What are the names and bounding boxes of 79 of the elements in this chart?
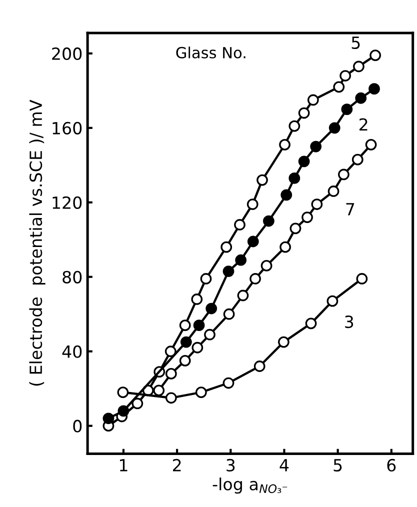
point — [193, 320, 205, 331]
point — [356, 273, 368, 284]
point — [352, 154, 364, 166]
point — [298, 107, 310, 119]
point — [165, 368, 177, 380]
point — [290, 222, 302, 234]
point — [256, 174, 268, 186]
y-tick-label: 160 — [52, 122, 82, 134]
point — [326, 295, 338, 307]
point — [305, 318, 317, 330]
point — [328, 186, 340, 197]
point — [117, 386, 129, 398]
point — [355, 92, 367, 104]
y-tick-label: 200 — [52, 47, 82, 60]
point — [310, 140, 322, 152]
y-tick-label: 40 — [62, 345, 82, 358]
point — [280, 189, 292, 201]
point — [222, 377, 234, 389]
series-label: 2 — [360, 118, 368, 131]
x-tick-label: 6 — [387, 458, 396, 472]
point — [220, 241, 232, 253]
point — [262, 215, 274, 227]
y-axis-title: ( Electrode potential vs.SCE )/ mV — [29, 100, 46, 386]
point — [200, 273, 212, 284]
point — [333, 81, 345, 93]
point — [370, 50, 382, 61]
y-tick-label: 120 — [52, 196, 82, 209]
point — [234, 219, 246, 230]
y-tick-label: 80 — [62, 270, 82, 284]
point — [180, 336, 192, 348]
point — [237, 290, 249, 302]
x-axis-title: -log a$_{NO₃⁻}$ — [212, 478, 288, 494]
point — [222, 266, 234, 277]
point — [179, 354, 191, 366]
point — [165, 392, 177, 404]
point — [307, 94, 319, 106]
point — [302, 212, 313, 223]
point — [192, 342, 204, 354]
point — [191, 294, 203, 305]
point — [368, 83, 380, 95]
point — [118, 405, 130, 417]
point — [365, 138, 377, 150]
point — [279, 138, 290, 150]
point — [164, 346, 176, 358]
x-tick-label: 5 — [334, 459, 342, 472]
point — [223, 308, 235, 320]
point — [328, 122, 340, 134]
point — [260, 260, 272, 272]
point — [298, 156, 310, 168]
point — [340, 70, 352, 82]
legend-title: Glass No. — [176, 46, 246, 58]
point — [311, 198, 323, 210]
point — [247, 236, 259, 248]
x-tick-label: 2 — [172, 458, 181, 472]
x-tick-label: 1 — [120, 459, 128, 472]
series-label: 7 — [346, 203, 354, 216]
x-tick-label: 4 — [280, 459, 289, 472]
y-tick-label: 0 — [73, 420, 82, 432]
point — [246, 198, 258, 210]
point — [206, 302, 218, 314]
point — [288, 120, 300, 132]
point — [195, 386, 207, 398]
point — [204, 328, 216, 340]
point — [153, 384, 165, 396]
point — [341, 104, 353, 115]
point — [280, 241, 291, 253]
series-label: 5 — [352, 36, 360, 50]
x-tick-label: 3 — [226, 458, 235, 472]
point — [235, 254, 247, 266]
series-label: 3 — [345, 316, 354, 328]
point — [278, 336, 290, 348]
point — [254, 360, 266, 372]
point — [338, 168, 350, 180]
point — [132, 398, 144, 410]
point — [250, 273, 261, 284]
point — [179, 320, 191, 331]
point — [102, 412, 114, 424]
point — [353, 60, 364, 72]
point — [288, 172, 300, 184]
